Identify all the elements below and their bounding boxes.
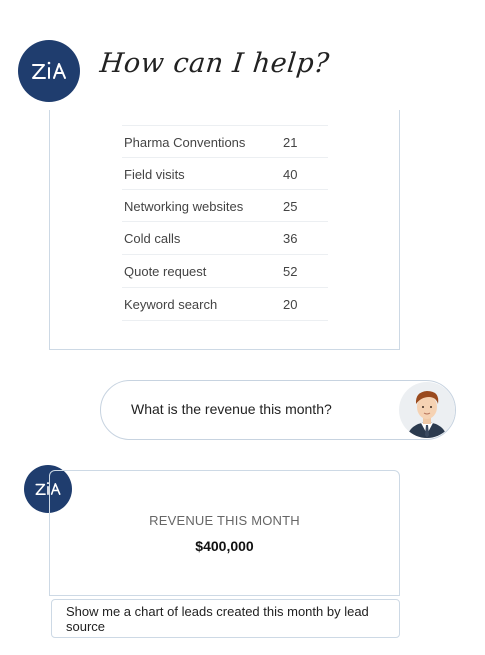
revenue-value: $400,000 bbox=[195, 538, 254, 554]
user-message-text: What is the revenue this month? bbox=[131, 401, 332, 417]
table-row: Field visits 40 bbox=[122, 157, 328, 190]
lead-count: 21 bbox=[283, 135, 298, 150]
table-row: Keyword search 20 bbox=[122, 287, 328, 321]
lead-source: Networking websites bbox=[124, 199, 244, 214]
lead-count: 25 bbox=[283, 199, 298, 214]
lead-count: 36 bbox=[283, 231, 298, 246]
page-title: How can I help? bbox=[98, 48, 331, 79]
lead-count: 52 bbox=[283, 264, 298, 279]
revenue-card: REVENUE THIS MONTH $400,000 bbox=[49, 470, 400, 596]
lead-source: Pharma Conventions bbox=[124, 135, 246, 150]
lead-source: Cold calls bbox=[124, 231, 181, 246]
prompt-suggestion-text: Show me a chart of leads created this mo… bbox=[66, 604, 369, 634]
lead-source: Field visits bbox=[124, 167, 185, 182]
zia-logo-icon bbox=[24, 465, 72, 513]
lead-source: Keyword search bbox=[124, 297, 218, 312]
table-row: Networking websites 25 bbox=[122, 189, 328, 222]
table-row: Quote request 52 bbox=[122, 254, 328, 287]
lead-source: Quote request bbox=[124, 264, 207, 279]
lead-count: 20 bbox=[283, 297, 298, 312]
user-message-bubble: What is the revenue this month? bbox=[100, 380, 456, 440]
user-avatar bbox=[399, 382, 455, 438]
table-row: Pharma Conventions 21 bbox=[122, 125, 328, 158]
prompt-suggestion-button[interactable]: Show me a chart of leads created this mo… bbox=[51, 599, 400, 638]
lead-count: 40 bbox=[283, 167, 298, 182]
table-row: Cold calls 36 bbox=[122, 221, 328, 254]
zia-logo-icon bbox=[18, 40, 80, 102]
revenue-label: REVENUE THIS MONTH bbox=[149, 513, 300, 528]
leads-table-card: Pharma Conventions 21 Field visits 40 Ne… bbox=[49, 110, 400, 350]
